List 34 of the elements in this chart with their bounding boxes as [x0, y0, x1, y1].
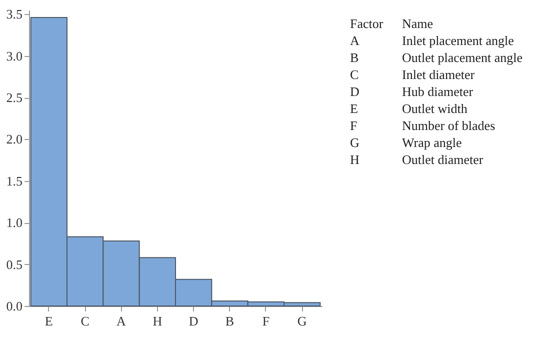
- x-tick-label: D: [188, 314, 198, 328]
- text: Number of blades: [402, 118, 496, 133]
- x-tick-label: H: [152, 314, 162, 328]
- text: Factor: [350, 16, 384, 31]
- text: D: [350, 84, 360, 99]
- x-tick-label: E: [44, 314, 53, 328]
- y-tick-label: 3.5: [6, 6, 22, 22]
- x-tick-label: B: [225, 314, 234, 328]
- y-tick-label: 0.5: [6, 256, 22, 272]
- text: E: [350, 101, 358, 116]
- x-tick-label: A: [116, 314, 127, 328]
- text: Outlet placement angle: [402, 50, 523, 65]
- y-tick-label: 2.0: [6, 132, 22, 147]
- text: Inlet diameter: [402, 67, 476, 82]
- text: F: [350, 118, 358, 133]
- text: Wrap angle: [402, 135, 462, 150]
- text: B: [350, 50, 359, 65]
- x-tick-label: F: [262, 314, 270, 328]
- y-tick-label: 2.5: [6, 90, 22, 106]
- text: Name: [402, 16, 434, 31]
- text: G: [350, 135, 360, 150]
- text: Inlet placement angle: [402, 33, 514, 48]
- y-tick-label: 0.0: [6, 298, 22, 314]
- text: C: [350, 67, 359, 82]
- y-tick-label: 3.0: [6, 48, 22, 64]
- text: A: [350, 33, 360, 48]
- y-tick-label: 1.5: [6, 173, 22, 188]
- text: Outlet diameter: [402, 152, 484, 167]
- text: Hub diameter: [402, 84, 474, 99]
- x-tick-label: C: [80, 314, 90, 328]
- y-tick-label: 1.0: [6, 215, 22, 230]
- text: H: [350, 152, 360, 167]
- text: Outlet width: [402, 101, 468, 116]
- x-tick-label: G: [297, 314, 307, 328]
